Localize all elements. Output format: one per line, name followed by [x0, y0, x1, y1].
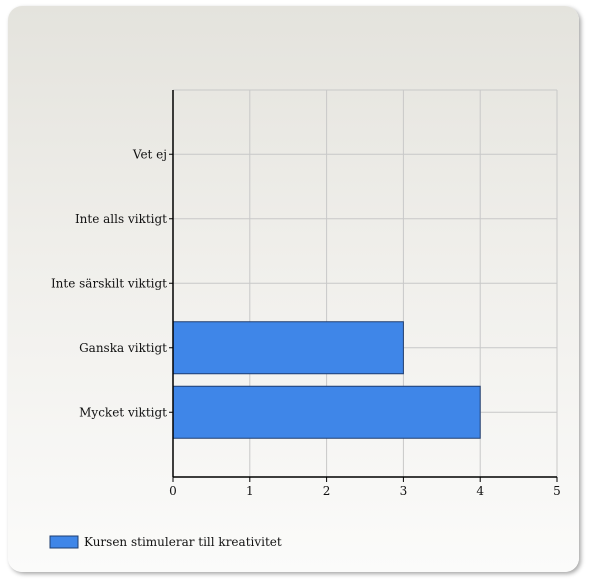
x-tick-label: 3	[400, 484, 408, 498]
tick-labels: 0 1 2 3 4 5	[169, 484, 561, 498]
x-tick-label: 1	[246, 484, 254, 498]
bar-mycket-viktigt	[172, 385, 481, 439]
category-label: Ganska viktigt	[79, 341, 167, 355]
category-label: Inte särskilt viktigt	[51, 276, 167, 290]
legend-label: Kursen stimulerar till kreativitet	[84, 535, 282, 549]
bars	[172, 321, 481, 439]
axes	[169, 90, 558, 482]
x-tick-label: 5	[553, 484, 561, 498]
legend: Kursen stimulerar till kreativitet	[49, 535, 282, 549]
x-tick-label: 2	[323, 484, 331, 498]
bar-ganska-viktigt	[172, 321, 404, 375]
legend-swatch	[49, 535, 79, 549]
x-tick-label: 0	[169, 484, 177, 498]
category-label: Vet ej	[132, 147, 167, 161]
category-label: Inte alls viktigt	[75, 212, 167, 226]
category-label: Mycket viktigt	[79, 405, 167, 419]
category-labels: Mycket viktigt Ganska viktigt Inte särskil…	[51, 147, 167, 419]
x-tick-label: 4	[476, 484, 484, 498]
